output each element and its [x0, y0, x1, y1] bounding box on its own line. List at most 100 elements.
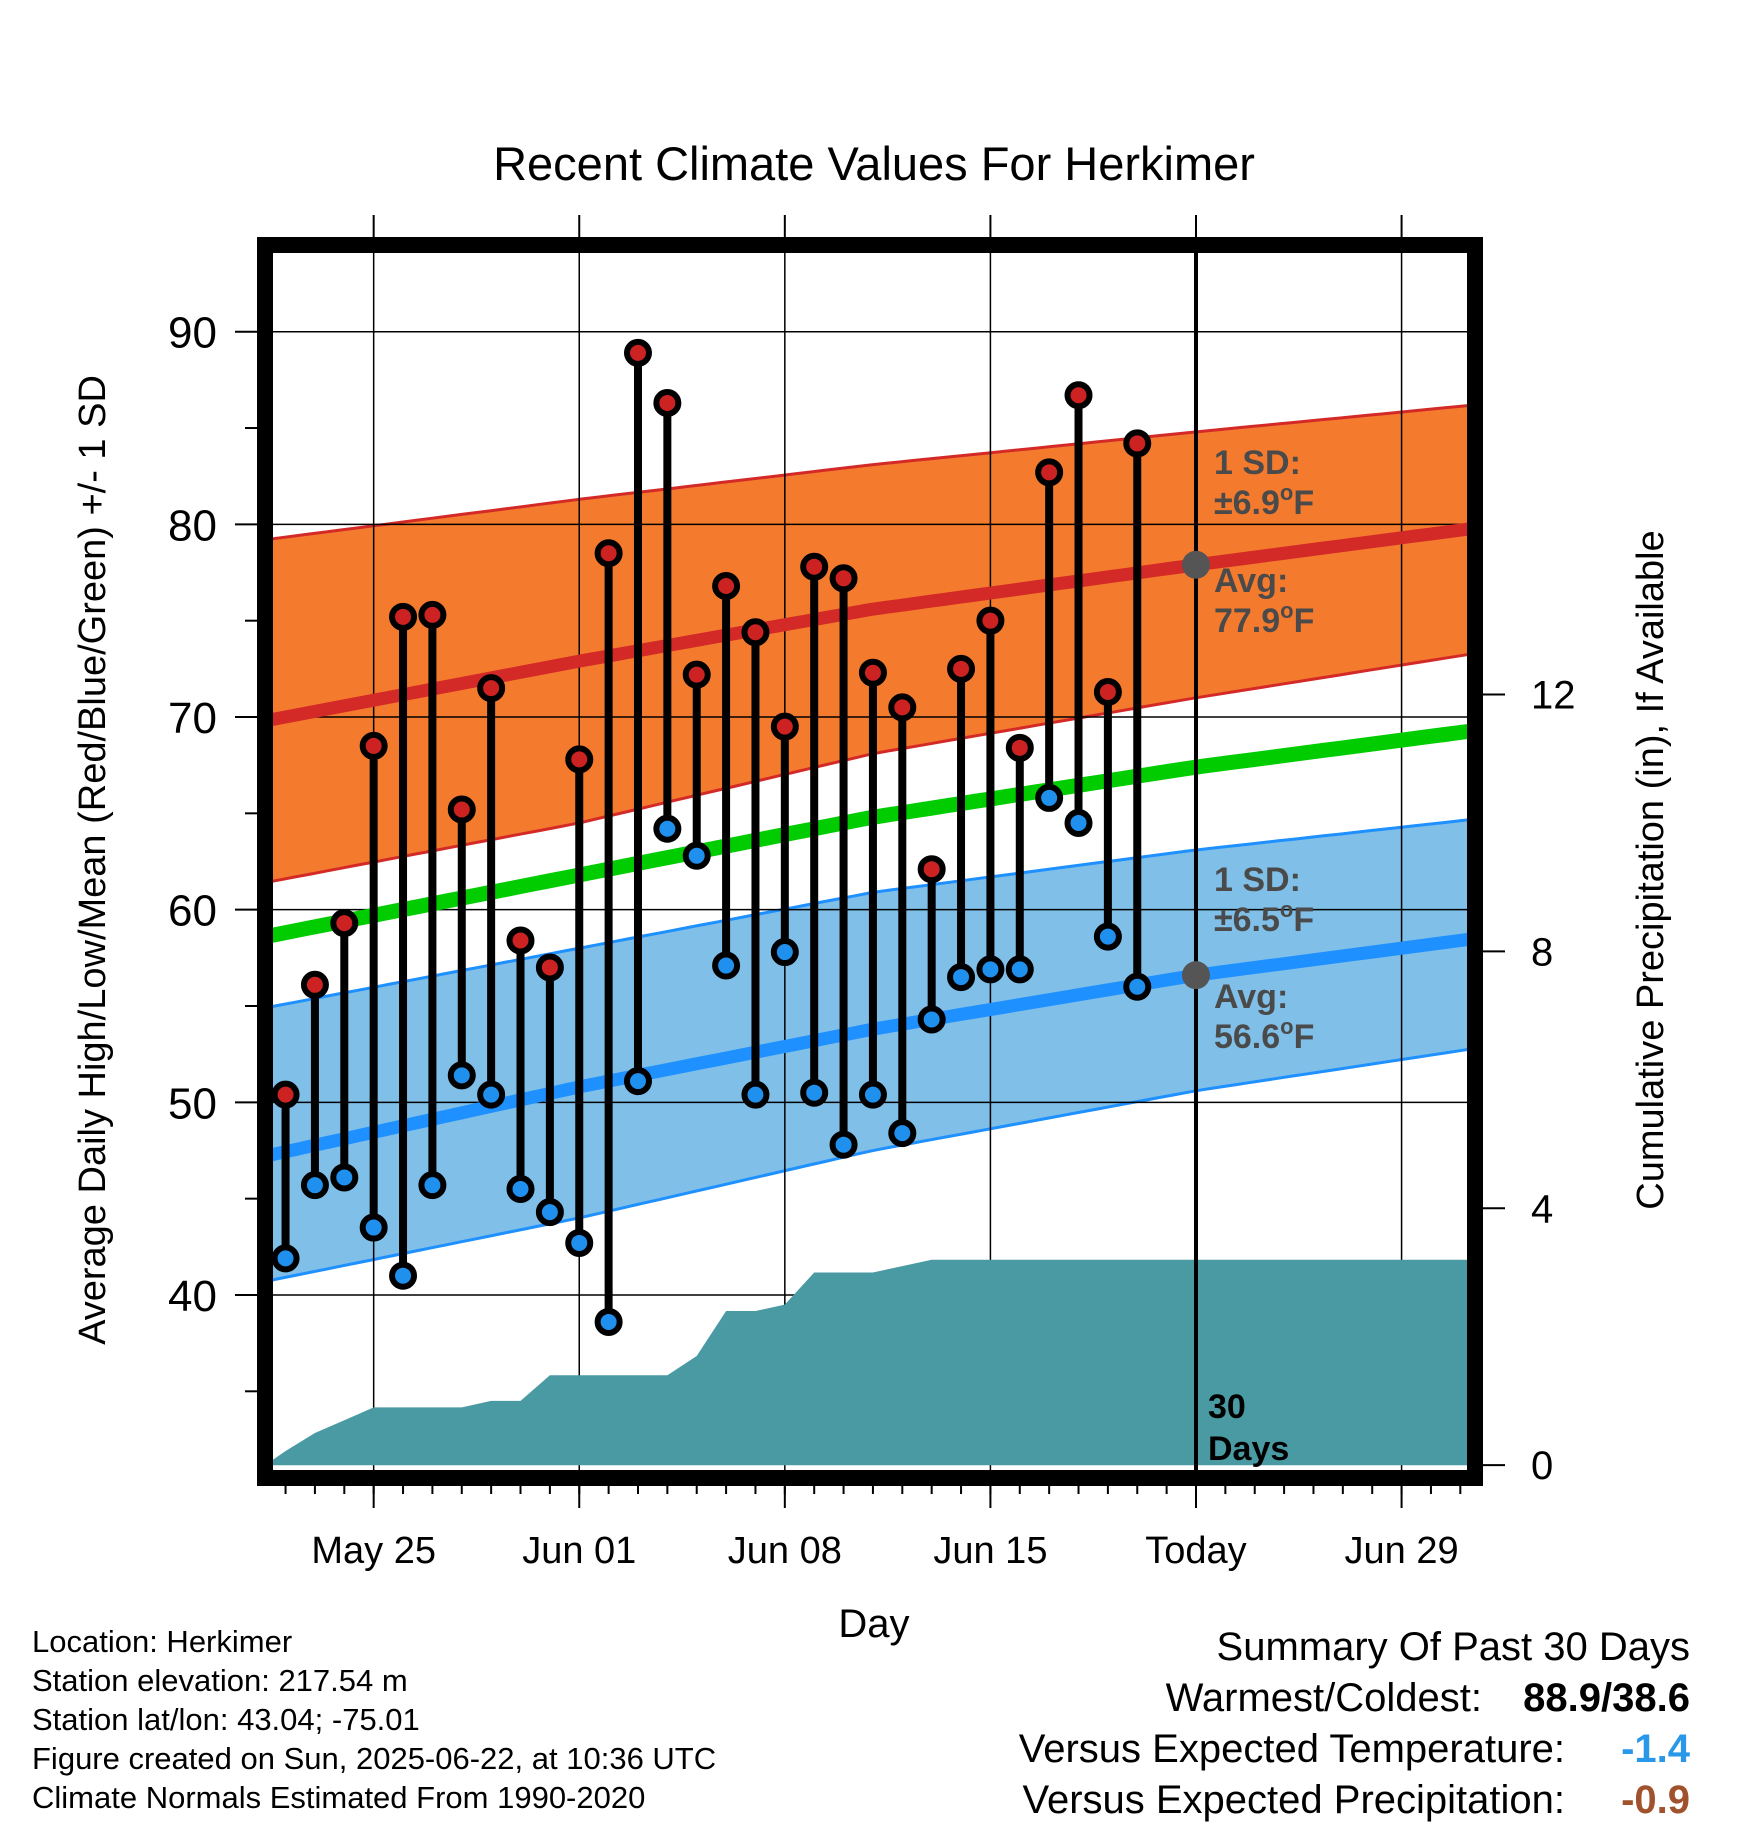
low-temp-point: [418, 1171, 447, 1200]
low-temp-point: [565, 1228, 594, 1257]
temp-departure-label: Versus Expected Temperature:: [1018, 1727, 1565, 1771]
y-tick-label: 80: [168, 501, 217, 550]
high-temp-point: [741, 618, 770, 647]
low-temp-point: [682, 841, 711, 870]
window-days-number: 30: [1208, 1388, 1246, 1426]
low-temp-point: [741, 1080, 770, 1109]
location-text: Location: Herkimer: [32, 1624, 293, 1659]
y-tick-label: 50: [168, 1079, 217, 1128]
y2-tick-label: 0: [1531, 1444, 1553, 1488]
today-high-avg-marker: [1181, 550, 1210, 579]
low-sd-value: ±6.5oF: [1214, 897, 1314, 939]
y2-axis-label: Cumulative Precipitation (in), If Availa…: [1630, 530, 1672, 1209]
x-tick-label: Jun 29: [1345, 1530, 1459, 1572]
high-temp-point: [477, 674, 506, 703]
high-temp-point: [271, 1080, 300, 1109]
summary-warm-cold: Warmest/Coldest: 88.9/38.6: [1019, 1673, 1690, 1724]
low-temp-point: [1064, 808, 1093, 837]
precip-departure-value: -0.9: [1621, 1778, 1690, 1822]
low-temp-point: [1093, 922, 1122, 951]
high-temp-point: [653, 388, 682, 417]
warm-cold-value: 88.9/38.6: [1523, 1676, 1690, 1720]
precip-area: [265, 1259, 1475, 1466]
high-temp-point: [858, 658, 887, 687]
low-temp-point: [888, 1119, 917, 1148]
high-temp-point: [359, 731, 388, 760]
high-temp-point: [565, 745, 594, 774]
low-temp-point: [947, 963, 976, 992]
plot-frame: [257, 237, 1483, 1486]
high-temp-point: [682, 660, 711, 689]
low-avg-value: 56.6oF: [1214, 1014, 1314, 1056]
high-temp-point: [389, 602, 418, 631]
high-temp-point: [888, 693, 917, 722]
low-temp-point: [330, 1163, 359, 1192]
x-axis-label: Day: [838, 1602, 909, 1646]
low-temp-point: [1035, 783, 1064, 812]
x-tick-label: Today: [1145, 1530, 1246, 1572]
high-temp-point: [623, 338, 652, 367]
x-tick-label: Jun 08: [728, 1530, 842, 1572]
low-temp-point: [623, 1067, 652, 1096]
high-avg-value: 77.9oF: [1214, 598, 1314, 640]
high-temp-point: [330, 909, 359, 938]
high-temp-point: [447, 795, 476, 824]
high-temp-point: [712, 572, 741, 601]
high-temp-point: [300, 970, 329, 999]
normal-high-mean-line: [265, 521, 1475, 728]
low-temp-point: [594, 1307, 623, 1336]
high-sd-label: 1 SD:: [1214, 444, 1301, 482]
precip-departure-label: Versus Expected Precipitation:: [1022, 1778, 1565, 1822]
x-tick-label: Jun 15: [933, 1530, 1047, 1572]
today-low-avg-marker: [1181, 961, 1210, 990]
y-tick-label: 40: [168, 1272, 217, 1321]
window-days-word: Days: [1208, 1430, 1289, 1468]
low-temp-point: [653, 814, 682, 843]
normals-text: Climate Normals Estimated From 1990-2020: [32, 1780, 646, 1815]
y2-tick-label: 8: [1531, 930, 1553, 974]
summary-heading: Summary Of Past 30 Days: [1216, 1625, 1690, 1669]
low-temp-point: [535, 1198, 564, 1227]
normal-low-lower-line: [265, 1046, 1475, 1283]
low-sd-label: 1 SD:: [1214, 861, 1301, 899]
x-tick-label: May 25: [311, 1530, 436, 1572]
high-temp-point: [770, 712, 799, 741]
low-temp-point: [800, 1078, 829, 1107]
high-avg-label: Avg:: [1214, 562, 1288, 600]
low-avg-label: Avg:: [1214, 978, 1288, 1016]
high-temp-point: [917, 855, 946, 884]
summary-temp: Versus Expected Temperature: -1.4: [1019, 1724, 1690, 1775]
high-temp-point: [947, 654, 976, 683]
x-tick-label: Jun 01: [522, 1530, 636, 1572]
low-temp-point: [770, 938, 799, 967]
low-temp-point: [271, 1244, 300, 1273]
plot-inner: [265, 245, 1475, 1478]
low-temp-point: [1123, 972, 1152, 1001]
y-tick-label: 60: [168, 887, 217, 936]
latlon-text: Station lat/lon: 43.04; -75.01: [32, 1702, 420, 1737]
low-temp-point: [300, 1171, 329, 1200]
normal-high-upper-line: [265, 403, 1475, 542]
high-temp-point: [976, 606, 1005, 635]
low-temp-point: [976, 955, 1005, 984]
low-temp-point: [506, 1175, 535, 1204]
warm-cold-label: Warmest/Coldest:: [1165, 1676, 1482, 1720]
high-temp-point: [1093, 677, 1122, 706]
y-tick-label: 90: [168, 309, 217, 358]
high-sd-value: ±6.9oF: [1214, 480, 1314, 522]
elevation-text: Station elevation: 217.54 m: [32, 1663, 408, 1698]
high-temp-point: [418, 600, 447, 629]
high-temp-point: [800, 552, 829, 581]
low-temp-point: [477, 1080, 506, 1109]
summary-panel: Summary Of Past 30 Days Warmest/Coldest:…: [1019, 1622, 1690, 1826]
low-temp-point: [359, 1213, 388, 1242]
low-temp-point: [1005, 955, 1034, 984]
high-temp-point: [594, 539, 623, 568]
high-temp-point: [1123, 429, 1152, 458]
temp-departure-value: -1.4: [1621, 1727, 1690, 1771]
high-temp-point: [829, 564, 858, 593]
y-tick-label: 70: [168, 694, 217, 743]
high-temp-point: [1005, 733, 1034, 762]
low-temp-point: [917, 1005, 946, 1034]
